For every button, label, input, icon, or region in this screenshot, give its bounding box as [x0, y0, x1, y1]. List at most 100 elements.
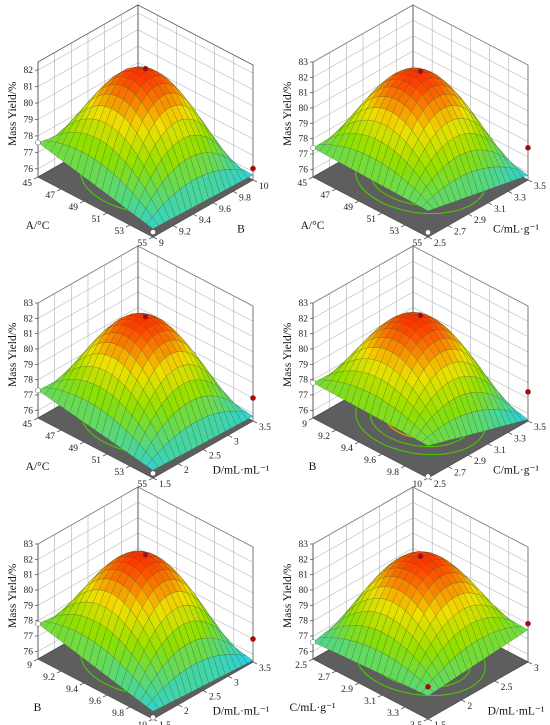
x-tick-label: 49 — [69, 444, 79, 454]
x-tick-label: 9.2 — [43, 673, 55, 683]
x-tick — [331, 670, 337, 674]
design-point — [525, 144, 531, 151]
x-tick-label: 55 — [413, 239, 423, 249]
x-tick — [79, 441, 85, 445]
y-tick — [447, 225, 453, 228]
z-tick-label: 77 — [299, 391, 309, 401]
z-tick-label: 82 — [299, 555, 309, 565]
z-tick-label: 77 — [24, 391, 34, 401]
z-tick-label: 81 — [299, 89, 309, 99]
y-tick-label: 3.5 — [534, 182, 546, 192]
x-tick — [33, 658, 39, 662]
z-tick-label: 80 — [24, 99, 34, 109]
x-tick-label: 53 — [115, 468, 125, 478]
y-tick-label: 2.5 — [501, 683, 513, 693]
y-axis-label: C/mL·g⁻¹ — [493, 224, 539, 236]
design-point — [35, 620, 41, 627]
x-axis-label: A/°C — [301, 220, 325, 232]
y-axis-line — [427, 179, 529, 238]
y-tick-label: 9.8 — [239, 193, 251, 203]
x-tick-label: 2.9 — [341, 685, 353, 695]
x-tick-label: 2.7 — [318, 673, 330, 683]
y-tick — [494, 680, 499, 684]
z-tick-label: 80 — [24, 586, 34, 596]
surface-patch — [146, 458, 159, 471]
x-tick-label: 47 — [46, 432, 56, 442]
y-tick-label: 10 — [259, 182, 269, 192]
z-axis-label: Mass Yield/% — [7, 322, 19, 387]
panel-1: 76 77 78 79 80 81 82 Mass Yield/% 45 47 49 51 53 55 A/… — [7, 4, 269, 249]
z-tick-label: 79 — [24, 116, 34, 126]
design-points — [35, 551, 256, 721]
z-tick-label: 83 — [24, 299, 34, 309]
y-tick — [177, 463, 183, 467]
y-tick — [427, 236, 433, 240]
x-tick-label: 3.5 — [410, 721, 422, 725]
z-tick-label: 83 — [299, 299, 309, 309]
design-point — [310, 639, 316, 645]
z-tick-label: 79 — [299, 601, 309, 611]
design-point — [425, 683, 431, 690]
y-tick — [467, 454, 473, 458]
x-tick-label: 53 — [115, 227, 125, 237]
x-tick — [148, 236, 154, 240]
x-tick-label: 51 — [92, 456, 102, 466]
z-tick-label: 82 — [299, 73, 309, 83]
y-axis-line — [427, 420, 529, 479]
x-tick — [423, 236, 429, 240]
x-tick — [79, 200, 85, 204]
design-points — [35, 313, 256, 477]
y-tick-label: 3 — [234, 678, 239, 688]
y-tick — [507, 432, 513, 435]
y-tick — [202, 690, 208, 693]
x-tick-label: 55 — [138, 480, 148, 490]
z-tick-label: 82 — [24, 66, 34, 76]
x-tick — [354, 682, 360, 686]
y-tick — [212, 202, 218, 206]
design-point — [425, 473, 431, 480]
y-tick — [172, 225, 178, 228]
x-axis-label: A/°C — [26, 461, 50, 473]
x-tick — [400, 465, 406, 469]
x-tick — [308, 417, 314, 421]
z-axis-label: Mass Yield/% — [7, 81, 19, 146]
y-tick — [152, 236, 158, 240]
x-tick — [56, 670, 62, 674]
y-tick-label: 3.1 — [494, 446, 506, 456]
z-axis-label: Mass Yield/% — [282, 322, 294, 387]
y-tick — [192, 213, 198, 217]
design-point — [525, 389, 531, 395]
z-tick-label: 79 — [24, 360, 34, 370]
y-tick — [487, 443, 493, 447]
y-tick-label: 2 — [184, 707, 189, 717]
z-tick-label: 76 — [24, 406, 34, 416]
design-point — [142, 551, 149, 558]
x-tick — [331, 188, 337, 192]
y-tick — [152, 477, 158, 481]
y-axis-label: D/mL·mL⁻¹ — [488, 706, 545, 718]
panel-5: 76 77 78 79 80 81 82 83 Mass Yield/% 9 9.2 9.4 9.6 9.… — [7, 486, 271, 725]
response-surface — [37, 550, 254, 712]
x-tick-label: 10 — [138, 721, 148, 725]
x-tick — [33, 176, 39, 180]
x-tick-label: 49 — [69, 203, 79, 213]
x-tick — [125, 706, 131, 710]
z-tick-label: 78 — [299, 376, 309, 386]
x-axis-label: B — [309, 461, 317, 473]
x-tick — [102, 453, 108, 457]
z-tick-label: 81 — [24, 330, 34, 340]
y-tick-label: 9.6 — [219, 205, 231, 215]
y-tick — [427, 718, 433, 722]
y-tick-label: 2 — [184, 466, 189, 476]
y-tick — [252, 420, 258, 424]
z-tick-label: 78 — [24, 376, 34, 386]
y-tick — [252, 661, 258, 665]
x-tick — [33, 417, 39, 421]
surface-patch — [421, 437, 434, 446]
z-tick-label: 79 — [299, 360, 309, 370]
x-tick-label: 47 — [46, 191, 56, 201]
y-tick — [177, 704, 183, 708]
x-tick — [308, 658, 314, 662]
